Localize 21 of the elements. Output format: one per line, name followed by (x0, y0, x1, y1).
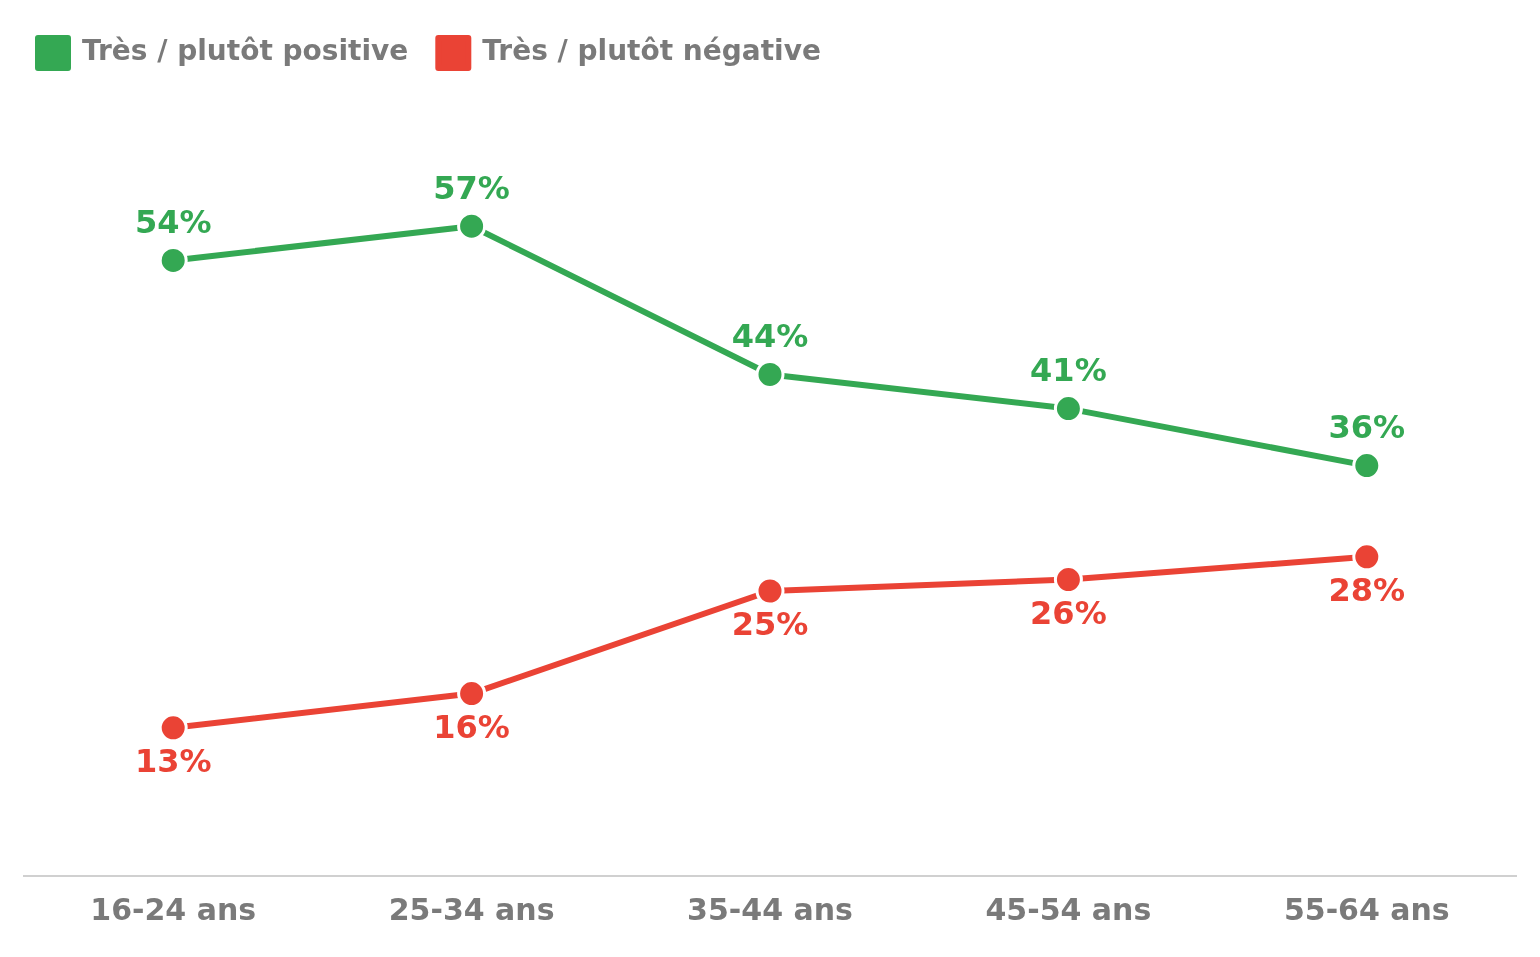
point (755, 576, 785, 606)
data-label: 41% (1030, 350, 1107, 389)
data-label: 13% (134, 742, 212, 781)
data-label: 57% (433, 168, 510, 207)
point (457, 211, 487, 241)
x-tick-label: 55-64 ans (1283, 891, 1450, 927)
legend-label: Très / plutôt négative (482, 34, 821, 68)
data-label: 16% (433, 707, 510, 746)
point (1352, 542, 1382, 572)
x-tick-label: 16-24 ans (90, 891, 257, 927)
data-label: 36% (1328, 407, 1406, 446)
data-label: 54% (134, 202, 212, 241)
legend-label: Très / plutôt positive (82, 34, 409, 68)
x-tick-label: 25-34 ans (388, 891, 555, 927)
x-tick-label: 45-54 ans (985, 891, 1152, 927)
x-tick-label: 35-44 ans (687, 891, 853, 927)
data-label: 26% (1030, 593, 1107, 632)
data-label: 28% (1328, 571, 1406, 610)
data-label: 44% (731, 316, 809, 355)
point (158, 713, 188, 743)
data-label: 25% (731, 605, 809, 644)
